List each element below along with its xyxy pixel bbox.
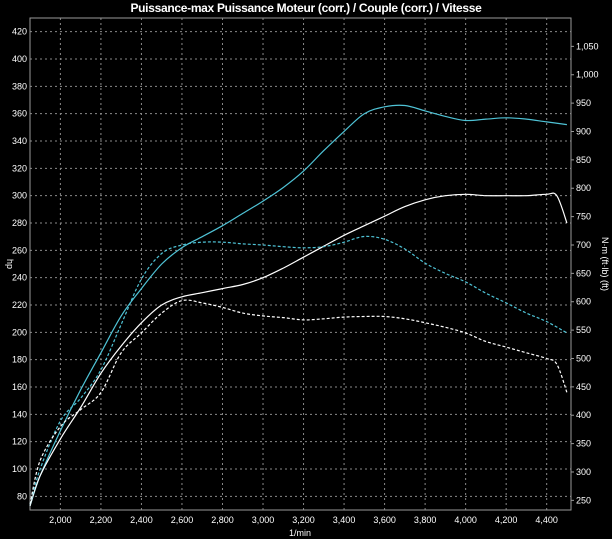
y-right-tick-label: 850: [576, 155, 591, 165]
y-left-tick-label: 100: [12, 464, 27, 474]
y-left-tick-label: 220: [12, 300, 27, 310]
x-tick-label: 3,600: [373, 515, 396, 525]
y-left-axis-label: hp: [5, 259, 15, 269]
x-tick-label: 2,200: [90, 515, 113, 525]
y-left-tick-label: 80: [17, 491, 27, 501]
y-left-tick-label: 360: [12, 109, 27, 119]
y-left-tick-label: 260: [12, 245, 27, 255]
y-right-tick-label: 450: [576, 382, 591, 392]
x-axis-label: 1/min: [289, 528, 311, 538]
x-tick-label: 4,000: [454, 515, 477, 525]
y-right-tick-label: 650: [576, 268, 591, 278]
y-left-tick-label: 240: [12, 273, 27, 283]
y-right-tick-label: 900: [576, 126, 591, 136]
y-right-tick-label: 800: [576, 183, 591, 193]
x-tick-label: 3,800: [414, 515, 437, 525]
series-line-2: [29, 192, 568, 507]
x-tick-label: 3,400: [333, 515, 356, 525]
y-left-tick-label: 180: [12, 355, 27, 365]
chart-title: Puissance-max Puissance Moteur (corr.) /…: [130, 1, 482, 15]
y-left-tick-label: 140: [12, 409, 27, 419]
tick-layer: 2,000 2,200 2,400 2,600 2,800 3,000 3,200 3,400…: [12, 27, 599, 525]
x-tick-label: 3,000: [252, 515, 275, 525]
series-line-4: [29, 299, 568, 505]
y-right-tick-label: 250: [576, 495, 591, 505]
y-left-tick-label: 320: [12, 163, 27, 173]
y-right-tick-label: 400: [576, 410, 591, 420]
x-tick-label: 2,800: [211, 515, 234, 525]
y-left-tick-label: 420: [12, 27, 27, 37]
series-layer: [29, 104, 568, 507]
series-line-3: [29, 235, 568, 505]
y-right-tick-label: 600: [576, 297, 591, 307]
y-right-tick-label: 700: [576, 240, 591, 250]
y-right-tick-label: 550: [576, 325, 591, 335]
y-left-tick-label: 120: [12, 437, 27, 447]
y-right-axis-label: N·m (ft·lb) (ft): [600, 237, 610, 291]
y-right-tick-label: 1,000: [576, 70, 599, 80]
x-tick-label: 2,600: [171, 515, 194, 525]
y-left-tick-label: 400: [12, 54, 27, 64]
series-line-1: [29, 104, 567, 507]
x-tick-label: 4,400: [535, 515, 558, 525]
y-left-tick-label: 160: [12, 382, 27, 392]
y-right-tick-label: 300: [576, 467, 591, 477]
y-left-tick-label: 200: [12, 327, 27, 337]
y-left-tick-label: 340: [12, 136, 27, 146]
plot-frame: [29, 17, 572, 511]
grid-layer: [30, 18, 571, 510]
x-tick-label: 2,000: [49, 515, 72, 525]
y-right-tick-label: 500: [576, 353, 591, 363]
y-right-tick-label: 350: [576, 439, 591, 449]
x-tick-label: 4,200: [495, 515, 518, 525]
y-right-tick-label: 950: [576, 98, 591, 108]
x-tick-label: 2,400: [130, 515, 153, 525]
y-left-tick-label: 280: [12, 218, 27, 228]
y-right-tick-label: 750: [576, 212, 591, 222]
y-right-tick-label: 1,050: [576, 41, 599, 51]
y-left-tick-label: 300: [12, 191, 27, 201]
x-tick-label: 3,200: [292, 515, 315, 525]
y-left-tick-label: 380: [12, 81, 27, 91]
